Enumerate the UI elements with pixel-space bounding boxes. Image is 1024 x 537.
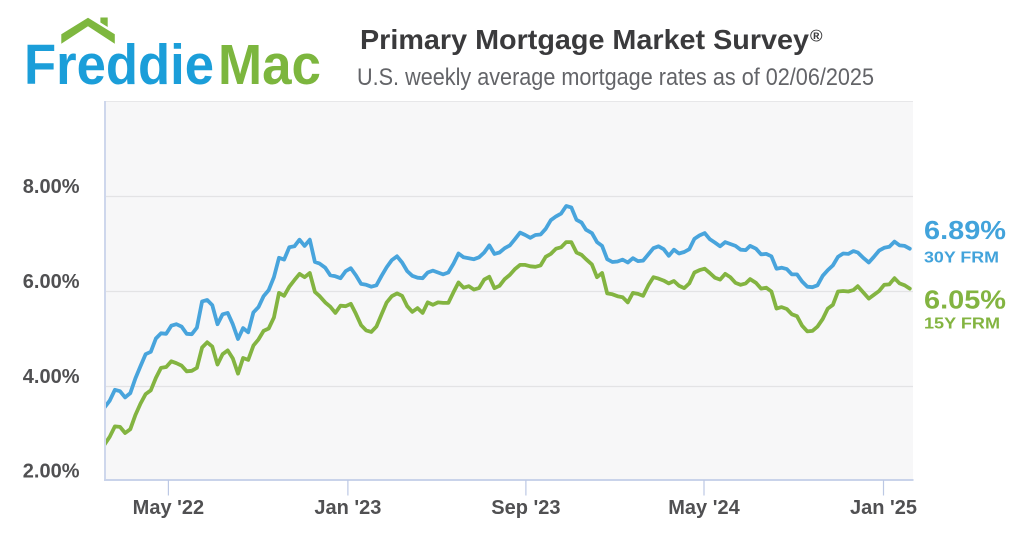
svg-text:15Y FRM: 15Y FRM — [924, 316, 1000, 333]
svg-text:May '24: May '24 — [668, 497, 740, 519]
svg-text:Jan '23: Jan '23 — [314, 497, 381, 519]
svg-text:May '22: May '22 — [133, 497, 204, 519]
svg-text:Jan '25: Jan '25 — [850, 497, 917, 519]
svg-text:30Y FRM: 30Y FRM — [924, 250, 999, 267]
svg-text:6.05%: 6.05% — [924, 285, 1006, 315]
svg-text:2.00%: 2.00% — [23, 461, 80, 483]
svg-text:Mac: Mac — [218, 33, 321, 97]
svg-text:6.00%: 6.00% — [23, 271, 80, 293]
svg-text:4.00%: 4.00% — [23, 366, 80, 388]
svg-text:6.89%: 6.89% — [924, 215, 1006, 245]
svg-text:Freddie: Freddie — [24, 33, 214, 97]
svg-text:®: ® — [810, 27, 823, 46]
svg-text:U.S. weekly average mortgage r: U.S. weekly average mortgage rates as of… — [357, 64, 874, 91]
svg-text:8.00%: 8.00% — [23, 176, 80, 198]
svg-text:Sep '23: Sep '23 — [491, 497, 560, 519]
svg-text:Primary Mortgage Market Survey: Primary Mortgage Market Survey — [360, 24, 809, 55]
